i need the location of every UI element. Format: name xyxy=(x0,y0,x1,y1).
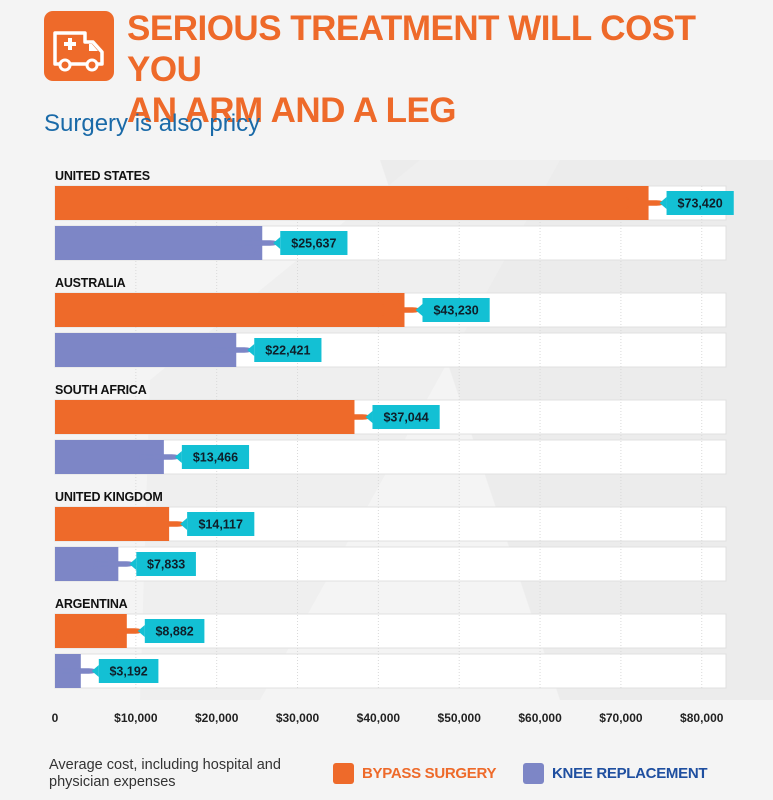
value-label: $14,117 xyxy=(198,518,243,532)
bar-bypass xyxy=(55,186,649,220)
bar-knee xyxy=(55,226,263,260)
value-label: $7,833 xyxy=(147,558,185,572)
bar-knee xyxy=(55,333,237,367)
value-label-box xyxy=(136,552,196,576)
chart-subtitle: Surgery is also pricy xyxy=(44,110,261,137)
x-tick-label: $80,000 xyxy=(680,711,724,725)
value-label-pointer xyxy=(137,625,145,637)
legend-swatch-bypass xyxy=(333,762,354,784)
ambulance-icon xyxy=(44,11,114,81)
value-label-box xyxy=(187,512,255,536)
category-label: UNITED STATES xyxy=(55,169,150,183)
value-label-box xyxy=(254,338,322,362)
x-axis: 0 $10,000 $20,000 $30,000 $40,000 $50,000 $60,… xyxy=(52,711,724,725)
bars-layer: UNITED STATES $73,420 $25,637 AUSTRALIA $43,… xyxy=(55,169,734,688)
value-label-pointer xyxy=(129,558,137,570)
value-label: $22,421 xyxy=(265,344,310,358)
value-label-box xyxy=(144,619,205,643)
value-label: $73,420 xyxy=(678,197,723,211)
value-label-pointer xyxy=(365,411,373,423)
x-tick-label: $60,000 xyxy=(518,711,562,725)
category-label: ARGENTINA xyxy=(55,597,128,611)
x-tick-label: $20,000 xyxy=(195,711,239,725)
value-label-box xyxy=(98,659,159,683)
page-title: SERIOUS TREATMENT WILL COST YOU AN ARM A… xyxy=(127,8,767,131)
x-tick-label: $30,000 xyxy=(276,711,320,725)
value-label-pointer xyxy=(180,518,188,530)
value-label-box xyxy=(422,298,490,322)
value-label: $43,230 xyxy=(433,304,478,318)
grid-layer xyxy=(54,185,727,690)
category-label: SOUTH AFRICA xyxy=(55,383,147,397)
x-tick-label: $40,000 xyxy=(357,711,401,725)
value-label: $25,637 xyxy=(291,237,336,251)
bar-bypass xyxy=(55,293,405,327)
value-label: $3,192 xyxy=(109,665,147,679)
category-label: UNITED KINGDOM xyxy=(55,490,163,504)
value-label: $37,044 xyxy=(383,411,428,425)
title-line-2: AN ARM AND A LEG xyxy=(127,91,457,130)
legend-label-knee: KNEE REPLACEMENT xyxy=(552,764,708,782)
value-label-pointer xyxy=(659,197,667,209)
footnote: Average cost, including hospital and phy… xyxy=(49,757,281,790)
bar-track xyxy=(54,653,727,689)
x-tick-label: $10,000 xyxy=(114,711,158,725)
legend-item-bypass: BYPASS SURGERY xyxy=(333,762,496,784)
value-label-pointer xyxy=(91,665,99,677)
value-label: $13,466 xyxy=(193,451,238,465)
x-tick-label: $50,000 xyxy=(438,711,482,725)
x-tick-label: $70,000 xyxy=(599,711,643,725)
value-label-pointer xyxy=(415,304,423,316)
value-label-pointer xyxy=(174,451,182,463)
legend-swatch-knee xyxy=(523,762,544,784)
value-label-box xyxy=(181,445,250,469)
category-label: AUSTRALIA xyxy=(55,276,126,290)
value-label-box xyxy=(666,191,734,215)
bar-bypass xyxy=(55,400,355,434)
value-label-box xyxy=(280,231,348,255)
value-label-box xyxy=(372,405,440,429)
value-label: $8,882 xyxy=(155,625,193,639)
legend-label-bypass: BYPASS SURGERY xyxy=(362,764,497,782)
value-label-pointer xyxy=(247,344,255,356)
x-tick-label: 0 xyxy=(52,711,59,725)
legend-item-knee: KNEE REPLACEMENT xyxy=(523,762,708,784)
title-line-1: SERIOUS TREATMENT WILL COST YOU xyxy=(127,9,696,89)
value-label-pointer xyxy=(273,237,281,249)
